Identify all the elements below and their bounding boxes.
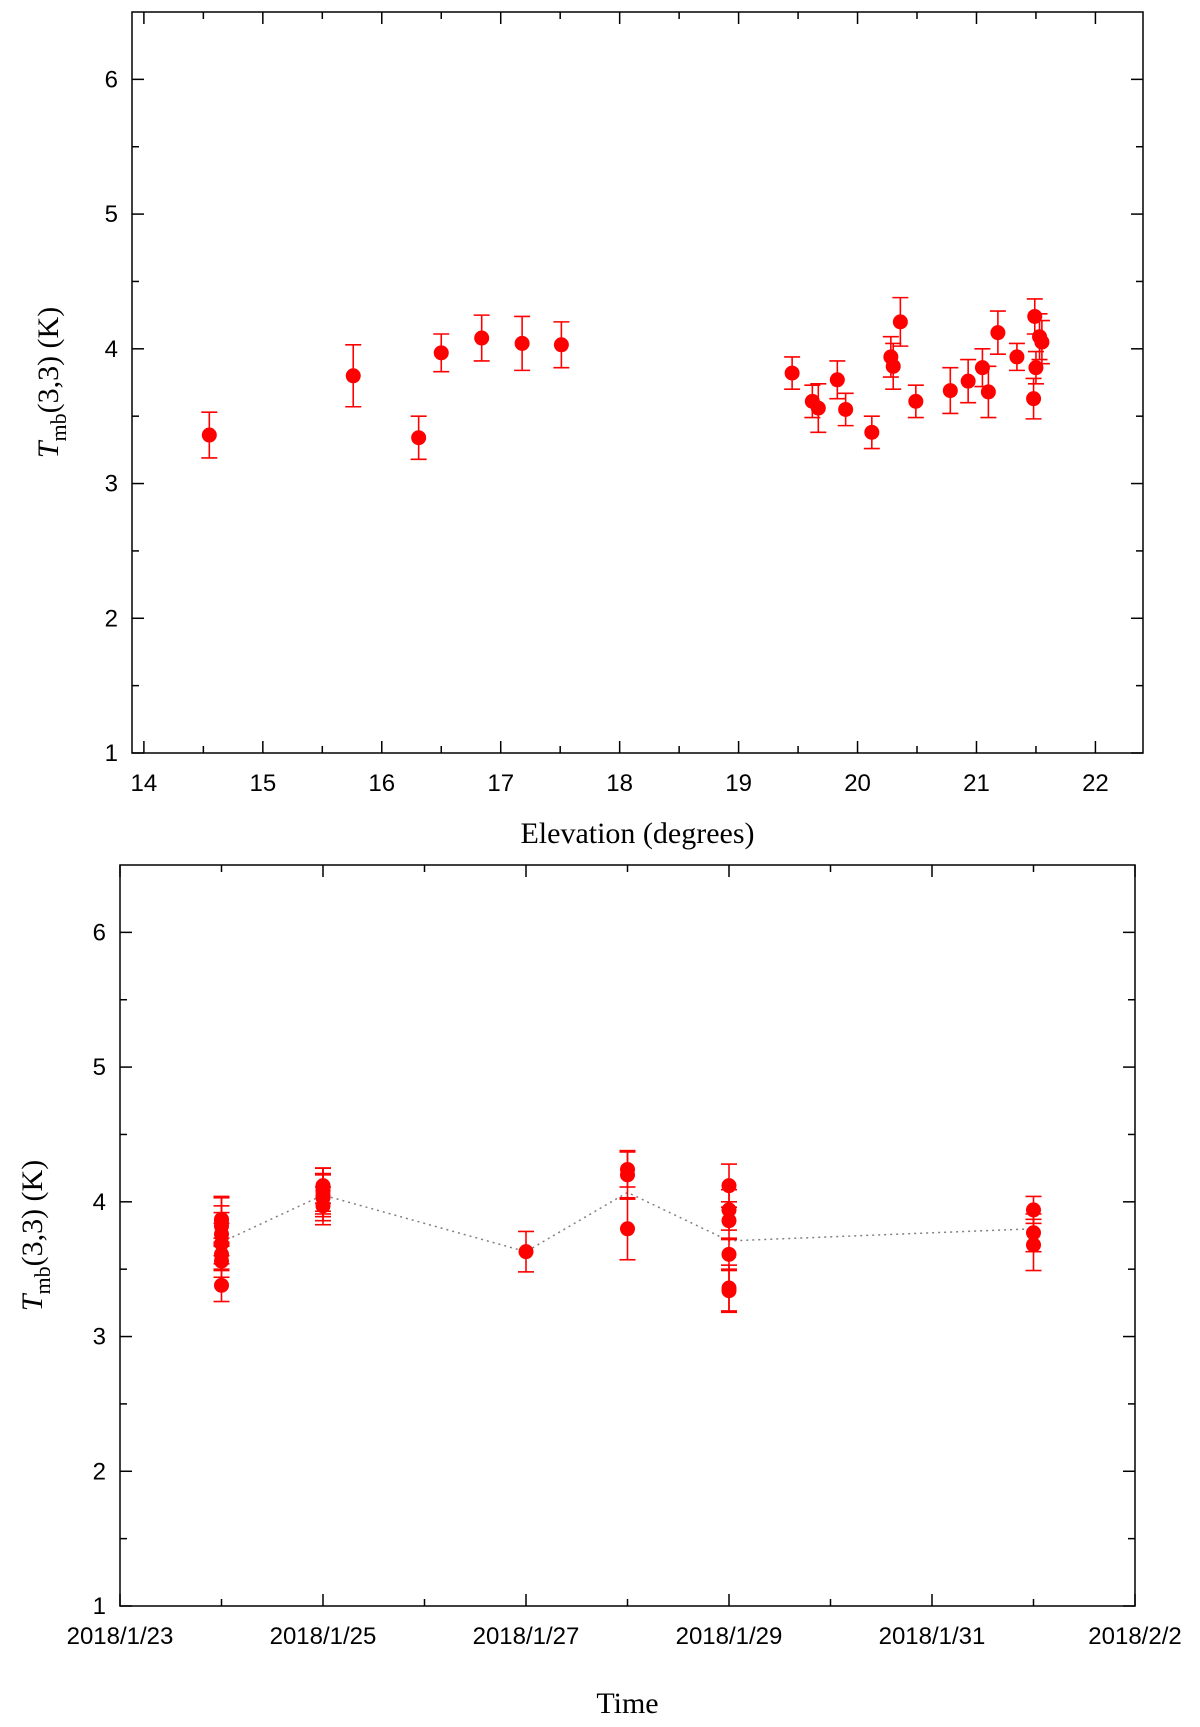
x-tick-label: 2018/1/25 — [270, 1623, 377, 1650]
x-axis-title: Elevation (degrees) — [520, 817, 754, 850]
x-tick-label: 20 — [844, 770, 871, 797]
data-point — [620, 1161, 635, 1177]
data-point — [433, 345, 449, 361]
data-point — [620, 1221, 635, 1237]
data-point — [214, 1211, 229, 1227]
data-point — [201, 427, 217, 443]
y-tick-label: 3 — [93, 1324, 106, 1351]
x-tick-label: 16 — [368, 770, 395, 797]
data-marks — [213, 1149, 1042, 1314]
data-marks — [201, 296, 1050, 461]
y-axis-title-subscript: mb — [30, 1266, 55, 1294]
y-tick-label: 5 — [93, 1054, 106, 1081]
time-panel: 2018/1/23 2018/1/25 2018/1/27 2018/1/29 2018… — [16, 864, 1182, 1720]
x-tick-label: 15 — [249, 770, 276, 797]
data-point — [960, 373, 976, 389]
data-point — [345, 368, 361, 384]
y-tick-label: 2 — [93, 1458, 106, 1485]
data-point — [810, 400, 826, 416]
x-tick-label: 2018/1/27 — [473, 1623, 580, 1650]
y-tick-label: 3 — [105, 471, 118, 498]
data-point — [721, 1280, 737, 1296]
y-axis-title-symbol: T — [32, 439, 65, 458]
elevation-panel: 14 15 16 17 18 19 20 21 22 1 2 3 4 5 6 Elevation (degr… — [32, 11, 1144, 850]
data-point — [1034, 334, 1050, 350]
data-point — [990, 325, 1006, 341]
data-point — [980, 384, 996, 400]
plot-frame — [131, 11, 1144, 754]
x-axis-title: Time — [596, 1687, 658, 1720]
data-point — [1026, 1202, 1041, 1218]
data-point — [721, 1202, 737, 1218]
y-axis-title-symbol: T — [16, 1292, 49, 1311]
x-tick-label: 18 — [606, 770, 633, 797]
data-point — [908, 393, 924, 409]
data-point — [838, 401, 854, 417]
x-tick-label: 2018/2/2 — [1088, 1623, 1181, 1650]
y-axis-title: Tmb(3,3) (K) — [32, 307, 71, 458]
x-tick-label: 17 — [487, 770, 514, 797]
data-point — [885, 358, 901, 374]
y-tick-label: 6 — [93, 919, 106, 946]
data-point — [1026, 391, 1042, 407]
x-tick-label: 21 — [963, 770, 990, 797]
data-point — [1009, 349, 1025, 365]
data-point — [553, 337, 569, 353]
y-axis-title-subscript: mb — [46, 413, 71, 441]
x-tick-label: 19 — [725, 770, 752, 797]
y-tick-label: 6 — [105, 66, 118, 93]
data-point — [784, 365, 800, 381]
axis-ticks: 2018/1/23 2018/1/25 2018/1/27 2018/1/29 2018… — [67, 865, 1182, 1650]
y-tick-label: 2 — [105, 605, 118, 632]
x-tick-label: 2018/1/23 — [67, 1623, 174, 1650]
x-tick-label: 2018/1/31 — [879, 1623, 986, 1650]
y-tick-label: 4 — [93, 1189, 106, 1216]
data-point — [721, 1246, 737, 1262]
data-point — [864, 424, 880, 440]
data-point — [721, 1178, 737, 1194]
data-point — [974, 360, 990, 376]
y-axis-title: Tmb(3,3) (K) — [16, 1160, 55, 1311]
data-point — [1026, 1225, 1041, 1241]
data-point — [514, 335, 530, 351]
data-point — [315, 1178, 331, 1194]
data-point — [518, 1244, 534, 1260]
y-tick-label: 1 — [93, 1593, 106, 1620]
y-axis-title-units: (3,3) (K) — [32, 307, 65, 414]
y-tick-label: 1 — [105, 740, 118, 767]
data-point — [892, 314, 908, 330]
data-point — [214, 1277, 229, 1293]
data-point — [829, 372, 845, 388]
data-point — [474, 330, 490, 346]
x-tick-label: 14 — [131, 770, 158, 797]
x-tick-label: 22 — [1082, 770, 1109, 797]
axis-ticks: 14 15 16 17 18 19 20 21 22 1 2 3 4 5 6 — [105, 12, 1143, 797]
y-tick-label: 4 — [105, 336, 118, 363]
y-tick-label: 5 — [105, 201, 118, 228]
data-point — [942, 383, 958, 399]
x-tick-label: 2018/1/29 — [676, 1623, 783, 1650]
data-point — [411, 430, 427, 446]
y-axis-title-units: (3,3) (K) — [16, 1160, 49, 1267]
